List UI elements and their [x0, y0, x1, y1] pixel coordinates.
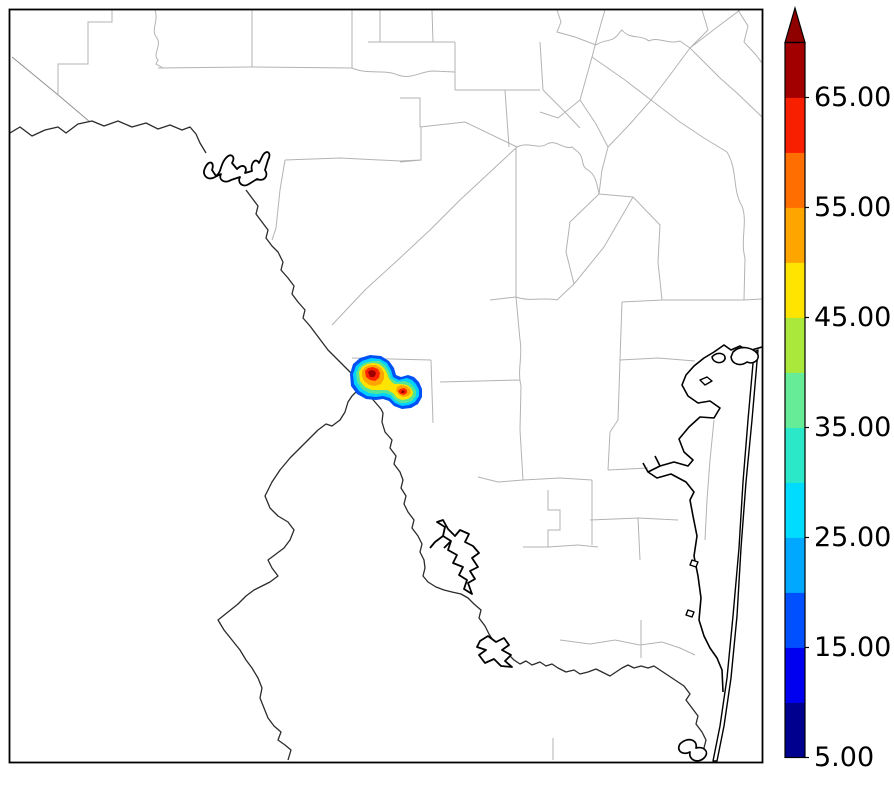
colorbar-segment-55-60 [785, 152, 805, 208]
county-boundary-lines [57, 10, 762, 760]
colorbar-segment-40-45 [785, 317, 805, 373]
colorbar-tick-label-15.00: 15.00 [814, 632, 891, 663]
colorbar-segment-35-40 [785, 372, 805, 428]
lagoon-islands [685, 376, 713, 618]
colorbar-tick-label-25.00: 25.00 [814, 522, 891, 553]
colorbar-segment-45-50 [785, 262, 805, 318]
radar-echo-overlay [350, 355, 422, 409]
northwest-diagonal-border [11, 56, 91, 123]
padre-island-barrier [712, 349, 759, 762]
colorbar-tick-label-65.00: 65.00 [814, 82, 891, 113]
colorbar-segment-50-55 [785, 207, 805, 263]
gulf-coastline [642, 344, 762, 693]
colorbar-tick-label-55.00: 55.00 [814, 192, 891, 223]
colorbar-segment-15-20 [785, 592, 805, 648]
colorbar-segment-65-70 [785, 42, 805, 98]
copano-bay-inlets [711, 346, 759, 366]
colorbar-tick-label-35.00: 35.00 [814, 412, 891, 443]
colorbar-segment-60-65 [785, 97, 805, 153]
colorbar-segment-25-30 [785, 482, 805, 538]
mexican-state-border [217, 389, 359, 761]
amistad-reservoir [203, 151, 271, 187]
colorbar-segment-20-25 [785, 537, 805, 593]
radar-echo-core-east [401, 390, 405, 393]
colorbar-tick-label-5.00: 5.00 [814, 742, 874, 773]
map-panel [10, 10, 762, 762]
map-frame [8, 8, 764, 764]
rio-grande-mouth-resacas [677, 738, 708, 762]
marte-gomez-reservoir [476, 635, 513, 668]
colorbar-segment-5-10 [785, 702, 805, 758]
colorbar-outline [784, 41, 806, 759]
radar-echo-core-west [368, 370, 376, 377]
colorbar-segment-30-35 [785, 427, 805, 483]
rio-grande-river [10, 120, 707, 757]
colorbar-tick-label-45.00: 45.00 [814, 302, 891, 333]
colorbar-extend-arrow [784, 5, 806, 44]
colorbar: 5.00 15.00 25.00 35.00 45.00 55.00 65.00 [784, 5, 891, 773]
colorbar-segment-10-15 [785, 647, 805, 703]
falcon-reservoir [429, 519, 480, 595]
